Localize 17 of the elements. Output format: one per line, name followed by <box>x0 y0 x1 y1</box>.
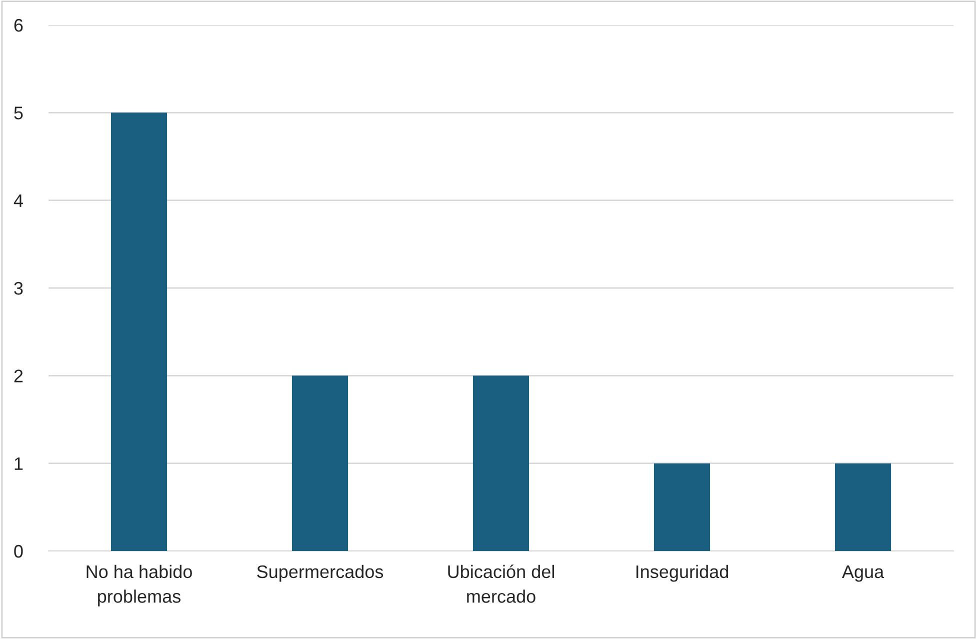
y-tick-label: 0 <box>14 544 23 558</box>
y-tick-label: 3 <box>14 282 23 295</box>
y-tick-label: 2 <box>14 370 23 382</box>
bar <box>110 112 168 551</box>
y-tick-label: 4 <box>14 194 23 207</box>
x-tick-label: Supermercados <box>257 564 384 582</box>
y-tick-label: 6 <box>14 18 23 32</box>
y-tick-label: 5 <box>14 106 23 120</box>
x-tick-label: Ubicación del mercado <box>448 564 554 603</box>
x-tick-label: Inseguridad <box>636 564 728 582</box>
bar <box>654 463 710 551</box>
bar <box>292 376 348 551</box>
bar <box>472 376 530 551</box>
x-tick-label: No ha habido problemas <box>86 564 192 606</box>
bar <box>834 463 892 551</box>
x-tick-label: Agua <box>842 566 884 582</box>
y-tick-label: 1 <box>14 457 23 470</box>
